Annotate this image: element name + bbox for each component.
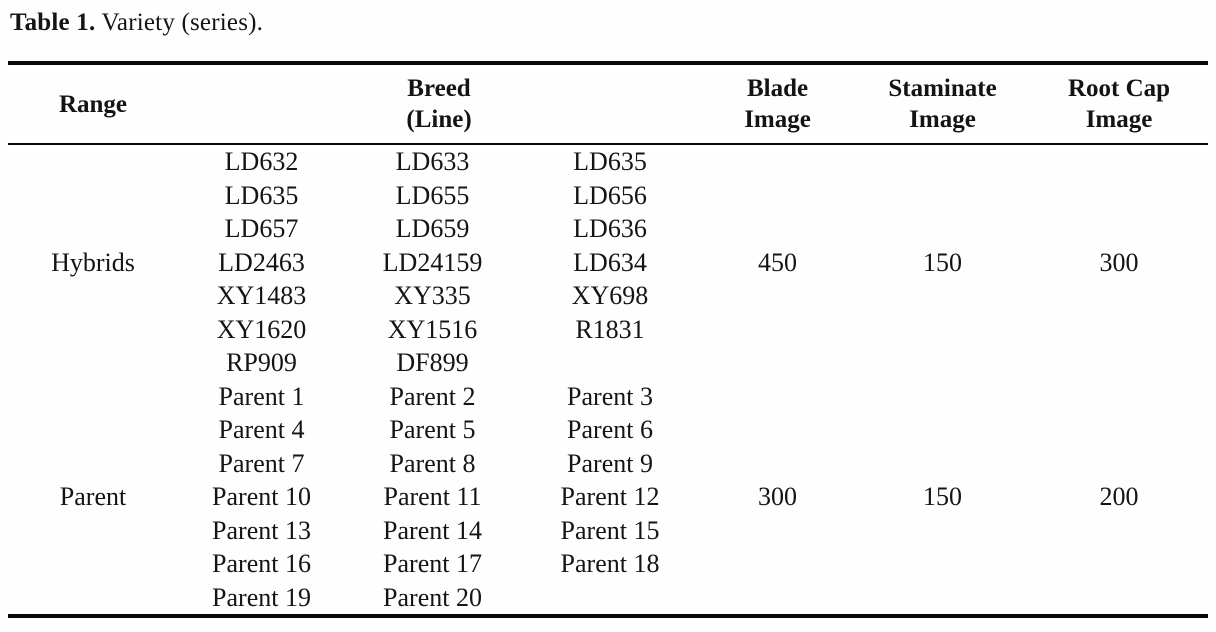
table-caption-label: Table 1. (10, 9, 96, 36)
table-row: Parent 10 Parent 11 Parent 12 (8, 480, 1208, 514)
blade-count-hybrids: 450 (758, 247, 798, 277)
col-header-range-label: Range (58, 90, 128, 118)
table-row: Parent Parent 1 Parent 2 Parent 3 300 15… (8, 380, 1208, 512)
breed-cell: DF899 (396, 348, 469, 377)
breed-cell: RP909 (226, 348, 297, 377)
breed-cell (520, 346, 700, 380)
col-header-rootcap-line1: Root Cap (1067, 75, 1171, 102)
col-header-blade-image: Blade Image (700, 63, 855, 144)
breed-cell: Parent 12 (560, 482, 660, 511)
breed-cell: Parent 16 (212, 549, 311, 578)
header-row: Range Breed (Line) Blade Image Staminate… (8, 63, 1209, 144)
col-header-staminate-line1: Staminate (888, 75, 997, 102)
breed-cell: Parent 1 (218, 381, 305, 411)
group-label-parent: Parent (59, 482, 127, 511)
table-row: Parent 7 Parent 8 Parent 9 (8, 447, 1208, 481)
breed-cell: Parent 5 (389, 415, 476, 444)
breed-cell: LD633 (395, 147, 470, 176)
breed-cell: LD659 (395, 214, 470, 243)
table-row: LD657 LD659 LD636 (8, 212, 1208, 246)
breed-cell: LD655 (395, 180, 470, 210)
table-row: RP909 DF899 (8, 346, 1208, 380)
table-row: Hybrids LD632 LD633 LD635 450 150 300 (8, 144, 1208, 277)
breed-cell: Parent 6 (567, 415, 653, 444)
breed-cell: Parent 11 (383, 482, 482, 511)
breed-cell: XY1516 (387, 314, 478, 344)
table-row: Parent 19 Parent 20 (8, 581, 1208, 617)
table-header: Range Breed (Line) Blade Image Staminate… (8, 63, 1209, 144)
table-row: Parent 4 Parent 5 Parent 6 (8, 413, 1208, 447)
breed-cell: Parent 7 (218, 448, 305, 478)
rootcap-count-hybrids: 300 (1099, 247, 1139, 277)
breed-cell: Parent 4 (218, 415, 305, 444)
col-header-range: Range (8, 63, 178, 144)
breed-cell: LD636 (573, 214, 647, 243)
breed-cell: XY698 (571, 281, 649, 310)
variety-table: Range Breed (Line) Blade Image Staminate… (8, 61, 1209, 618)
breed-cell: LD634 (573, 247, 647, 277)
breed-cell: Parent 13 (212, 515, 311, 545)
breed-cell: LD635 (224, 180, 299, 210)
breed-cell: Parent 10 (212, 482, 311, 511)
breed-cell: Parent 2 (389, 381, 476, 411)
staminate-count-parent: 150 (923, 482, 963, 511)
breed-cell: Parent 3 (567, 381, 653, 411)
breed-cell: LD656 (573, 180, 647, 210)
breed-cell: Parent 15 (560, 515, 660, 545)
rootcap-count-parent: 200 (1099, 482, 1139, 511)
table-row: XY1620 XY1516 R1831 (8, 313, 1208, 347)
breed-cell: Parent 18 (560, 549, 660, 578)
table-row: XY1483 XY335 XY698 (8, 279, 1208, 313)
breed-cell: XY1483 (216, 281, 307, 310)
breed-cell: LD632 (224, 147, 299, 176)
breed-cell: XY335 (394, 281, 471, 310)
col-header-blade-line1: Blade (746, 75, 809, 102)
breed-cell: LD24159 (382, 247, 483, 277)
col-header-rootcap-image: Root Cap Image (1030, 63, 1208, 144)
breed-cell: Parent 8 (389, 448, 476, 478)
breed-cell (520, 581, 700, 617)
staminate-count-hybrids: 150 (923, 247, 963, 277)
breed-cell: Parent 19 (212, 582, 311, 612)
table-row: LD635 LD655 LD656 (8, 179, 1208, 213)
breed-cell: LD657 (224, 214, 299, 243)
table-row: Parent 16 Parent 17 Parent 18 (8, 547, 1208, 581)
table-caption-text: Variety (series). (101, 9, 264, 36)
table-caption: Table 1. Variety (series). (10, 8, 263, 38)
col-header-staminate-line2: Image (909, 106, 976, 133)
col-header-rootcap-line2: Image (1085, 106, 1153, 133)
blade-count-parent: 300 (758, 482, 798, 511)
table-body: Hybrids LD632 LD633 LD635 450 150 300 LD… (8, 144, 1208, 616)
breed-cell: LD635 (573, 147, 647, 176)
col-header-blade-line2: Image (744, 106, 811, 133)
breed-cell: R1831 (575, 314, 645, 344)
breed-cell: XY1620 (216, 314, 307, 344)
col-header-staminate-image: Staminate Image (855, 63, 1030, 144)
col-header-breed: Breed (Line) (178, 63, 700, 144)
col-header-breed-line2: (Line) (406, 106, 472, 133)
breed-cell: Parent 14 (383, 515, 482, 545)
group-label-hybrids: Hybrids (51, 247, 135, 277)
breed-cell: Parent 9 (567, 448, 653, 478)
breed-cell: Parent 20 (383, 582, 482, 612)
table-row: LD2463 LD24159 LD634 (8, 246, 1208, 280)
col-header-breed-line1: Breed (407, 75, 471, 102)
breed-cell: Parent 17 (383, 549, 482, 578)
breed-cell: LD2463 (218, 247, 305, 277)
table-row: Parent 13 Parent 14 Parent 15 (8, 514, 1208, 548)
